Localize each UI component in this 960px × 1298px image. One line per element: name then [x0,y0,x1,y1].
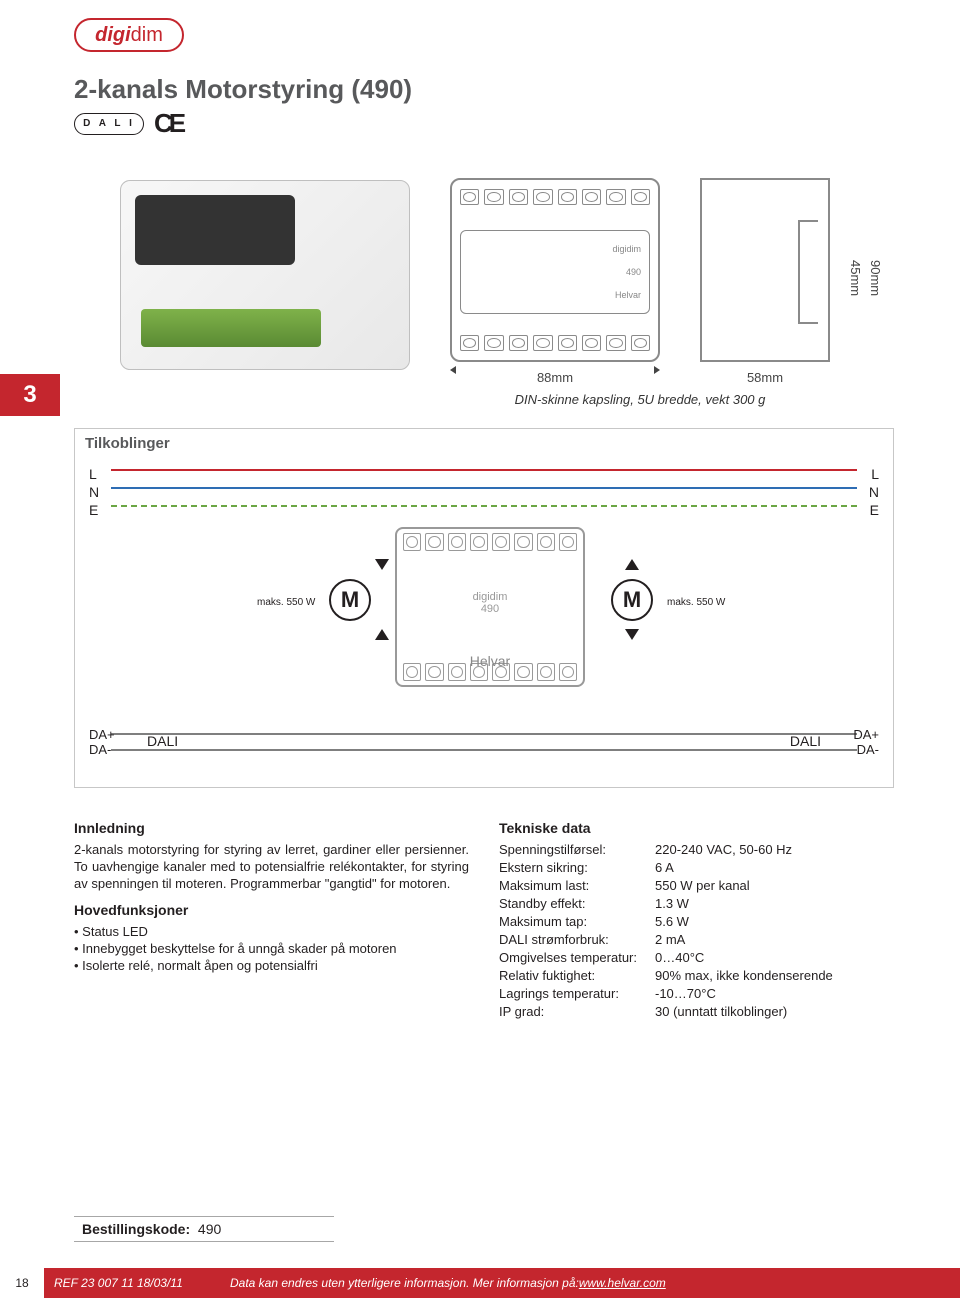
footer-ref: REF 23 007 11 18/03/11 [44,1268,224,1298]
rail-e [111,505,857,507]
module-label: digidim 490 Helvar [395,591,585,669]
tech-val: 2 mA [655,931,894,948]
tech-key: Maksimum tap: [499,913,649,930]
dimension-45mm: 45mm [848,260,863,296]
arrow-down-icon [375,559,389,570]
feature-item: Innebygget beskyttelse for å unngå skade… [74,940,469,957]
figure-caption: DIN-skinne kapsling, 5U bredde, vekt 300… [450,392,830,407]
brand-bold: digi [95,24,131,47]
wiring-title: Tilkoblinger [85,435,170,452]
order-code: Bestillingskode: 490 [74,1216,334,1242]
tech-key: Ekstern sikring: [499,859,649,876]
dali-plus-line [111,733,857,735]
order-value: 490 [198,1221,221,1237]
dali-word-left: DALI [147,733,178,749]
footer-note: Data kan endres uten ytterligere informa… [224,1268,960,1298]
arrow-up-icon [375,629,389,640]
tech-key: Lagrings temperatur: [499,985,649,1002]
brand-light: dim [131,24,163,47]
maks-left: maks. 550 W [257,597,315,608]
tech-val: 0…40°C [655,949,894,966]
tech-val: 6 A [655,859,894,876]
diag-model: 490 [626,267,641,277]
footer: 18 REF 23 007 11 18/03/11 Data kan endre… [0,1268,960,1298]
motor-right: M [611,579,653,621]
dali-word-right: DALI [790,733,821,749]
dali-label-left: DA+ DA- [89,727,115,757]
feature-item: Status LED [74,923,469,940]
figure-row: digidim 490 Helvar 88mm 58mm 45mm 90mm D… [120,160,930,420]
dimension-58mm: 58mm [700,370,830,385]
dali-badge: D A L I [74,113,144,135]
tech-heading: Tekniske data [499,820,894,837]
diag-brand2: Helvar [615,290,641,300]
order-label: Bestillingskode: [82,1221,190,1237]
tech-key: IP grad: [499,1003,649,1020]
side-diagram [700,178,830,362]
tech-key: Standby effekt: [499,895,649,912]
left-column: Innledning 2-kanals motorstyring for sty… [74,820,469,1020]
tech-key: DALI strømforbruk: [499,931,649,948]
tech-val: 30 (unntatt tilkoblinger) [655,1003,894,1020]
rail-n [111,487,857,489]
text-columns: Innledning 2-kanals motorstyring for sty… [74,820,894,1020]
page-title: 2-kanals Motorstyring (490) [74,74,412,105]
rail-l [111,469,857,471]
tech-key: Maksimum last: [499,877,649,894]
intro-heading: Innledning [74,820,469,837]
motor-left: M [329,579,371,621]
tech-val: 5.6 W [655,913,894,930]
dimension-90mm: 90mm [868,260,883,296]
feature-item: Isolerte relé, normalt åpen og potensial… [74,957,469,974]
tech-val: 90% max, ikke kondenserende [655,967,894,984]
arrow-up-icon [625,559,639,570]
tech-val: 1.3 W [655,895,894,912]
intro-body: 2-kanals motorstyring for styring av ler… [74,841,469,892]
features-list: Status LED Innebygget beskyttelse for å … [74,923,469,974]
footer-link[interactable]: www.helvar.com [579,1276,666,1290]
features-heading: Hovedfunksjoner [74,902,469,919]
cert-row: D A L I CE [74,108,182,139]
dimension-88mm: 88mm [450,370,660,385]
front-diagram: digidim 490 Helvar [450,178,660,362]
section-number-tab: 3 [0,374,60,416]
arrow-down-icon [625,629,639,640]
lne-right: L N E [869,465,879,519]
page-number: 18 [0,1276,44,1290]
maks-right: maks. 550 W [667,597,725,608]
product-photo [120,180,410,370]
lne-left: L N E [89,465,99,519]
tech-key: Spenningstilførsel: [499,841,649,858]
tech-val: -10…70°C [655,985,894,1002]
dali-label-right: DA+ DA- [853,727,879,757]
wiring-diagram: Tilkoblinger L N E L N E digidim 490 Hel… [74,428,894,788]
tech-table: Spenningstilførsel: 220-240 VAC, 50-60 Hz… [499,841,894,1020]
tech-key: Relativ fuktighet: [499,967,649,984]
ce-mark: CE [154,108,182,139]
dali-minus-line [111,749,857,751]
tech-val: 220-240 VAC, 50-60 Hz [655,841,894,858]
diag-brand: digidim [612,244,641,254]
tech-key: Omgivelses temperatur: [499,949,649,966]
brand-logo: digidim [74,18,184,52]
tech-val: 550 W per kanal [655,877,894,894]
right-column: Tekniske data Spenningstilførsel: 220-240… [499,820,894,1020]
